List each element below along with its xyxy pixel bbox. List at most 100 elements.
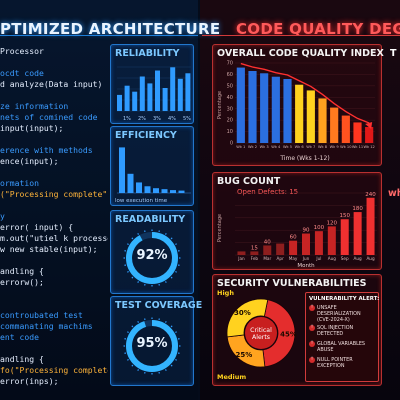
reliability-bar [147,83,153,111]
quality-ytick: 40 [227,95,233,101]
quality-bar [306,90,315,143]
code-line: controubated test [0,310,83,320]
efficiency-title: EFFICIENCY [115,130,177,141]
ring-tick [175,270,177,273]
bug-value-label: 60 [290,235,297,241]
reliability-bar [117,94,122,111]
quality-xlabel: Time (Wks 1-12) [279,155,329,162]
bug-value-label: 90 [303,228,310,234]
ring-tick [131,364,134,367]
quality-ytick: 50 [227,83,233,89]
bug-xtick: Aug [328,256,337,261]
reliability-bar [170,67,176,111]
quality-xtick: Wk 12 [363,145,374,149]
ring-tick [175,358,177,361]
quality-xtick: Wk 6 [295,145,305,149]
readability-value: 92% [136,248,168,263]
cutoff-right-title: T [390,48,397,59]
quality-bar [248,71,257,143]
efficiency-bar [161,189,168,193]
quality-bar [283,79,292,143]
quality-xtick: Wk 3 [260,145,269,149]
code-line [0,167,108,178]
efficiency-bar [170,190,176,193]
bug-bar [289,240,298,255]
reliability-bar [155,70,160,111]
code-line: d analyze(Data input) { [0,79,108,89]
quality-xtick: Wk 9 [330,145,340,149]
bug-count-card: BUG COUNT Open Defects: 15 Jan 15 Feb 40 Mar… [212,172,382,270]
quality-ytick: 20 [227,118,233,124]
code-line [0,57,108,68]
bug-xtick: Jan [237,256,245,261]
quality-index-card: OVERALL CODE QUALITY INDEX 0 10 20 30 40 50 60… [212,44,384,166]
code-line: ence(input); [0,156,59,166]
ring-tick [127,358,129,361]
vulnerability-alert-box: VULNERABILITY ALERT: ! UNSAFE DESERIALIZA… [305,292,379,382]
quality-xtick: Wk 2 [248,145,257,149]
ring-tick [175,331,177,334]
code-line: ("Processing complete"); [0,189,108,199]
bug-value-label: 15 [251,245,258,251]
quality-bar [341,115,350,143]
vulnerability-item-text: GLOBAL VARIABLES ABUSE [317,341,366,353]
bug-bar [250,251,259,255]
reliability-tick: 3% [153,116,161,122]
ring-tick [170,276,173,279]
pie-slice-label: 45% [280,331,297,339]
quality-bar [318,98,327,143]
reliability-tick: 1% [123,116,131,122]
vulnerability-item: ! NULL POINTER EXCEPTION [309,357,377,369]
vulnerability-alert-title: VULNERABILITY ALERT: [309,296,380,302]
code-line: error( input) { [0,222,74,232]
bug-value-label: 100 [314,225,325,231]
efficiency-bar [119,147,125,193]
quality-ytick: 10 [227,129,233,135]
reliability-tick: 5% [183,116,191,122]
legend-medium: Medium [217,373,246,381]
ring-tick [170,325,173,328]
bug-value-label: 180 [352,206,363,212]
reliability-chart: 1% 2% 3% 4% 5% [117,66,191,122]
vulnerability-item-text: NULL POINTER EXCEPTION [317,357,353,369]
quality-ytick: 30 [227,106,233,112]
trend-line [240,62,370,124]
ring-tick [131,237,134,240]
pie-slice-label: 25% [236,351,253,359]
bug-ylabel: Percentage [217,214,223,242]
bug-bar [314,231,323,255]
bug-xtick: Apr [277,256,285,261]
reliability-bar [162,88,168,111]
ring-tick [127,243,129,246]
reliability-tick: 4% [168,116,176,122]
code-line [0,200,108,211]
quality-ytick: 70 [227,61,233,67]
quality-bar [236,67,245,143]
legend-high: High [217,289,234,297]
quality-xtick: Wk 4 [271,145,281,149]
reliability-card: RELIABILITY 1% 2% 3% 4% 5% [110,44,194,124]
right-header: CODE QUALITY DEGRAD [202,8,400,36]
code-line: y [0,211,5,221]
quality-bar [295,84,304,143]
trend-arrow-head [365,122,373,129]
bug-xtick: Aug [354,256,363,261]
quality-xtick: Wk 8 [318,145,328,149]
test-coverage-value: 95% [136,336,168,351]
code-line [0,288,108,299]
ring-tick [131,325,134,328]
code-line [0,299,108,310]
code-line: fo("Processing complete"); [0,365,108,375]
reliability-bar [139,76,145,111]
reliability-title: RELIABILITY [115,48,180,59]
bug-value-label: 240 [365,192,376,198]
vulnerability-item: ! UNSAFE DESERIALIZATION (CVE-2024-X) [309,305,377,323]
reliability-bar [124,85,130,111]
ring-tick [164,281,167,283]
code-line [0,90,108,101]
code-line: commanating machims [0,321,93,331]
ring-tick [164,233,167,235]
quality-ytick: 0 [230,141,233,147]
open-defects-label: Open Defects: 15 [237,188,299,196]
